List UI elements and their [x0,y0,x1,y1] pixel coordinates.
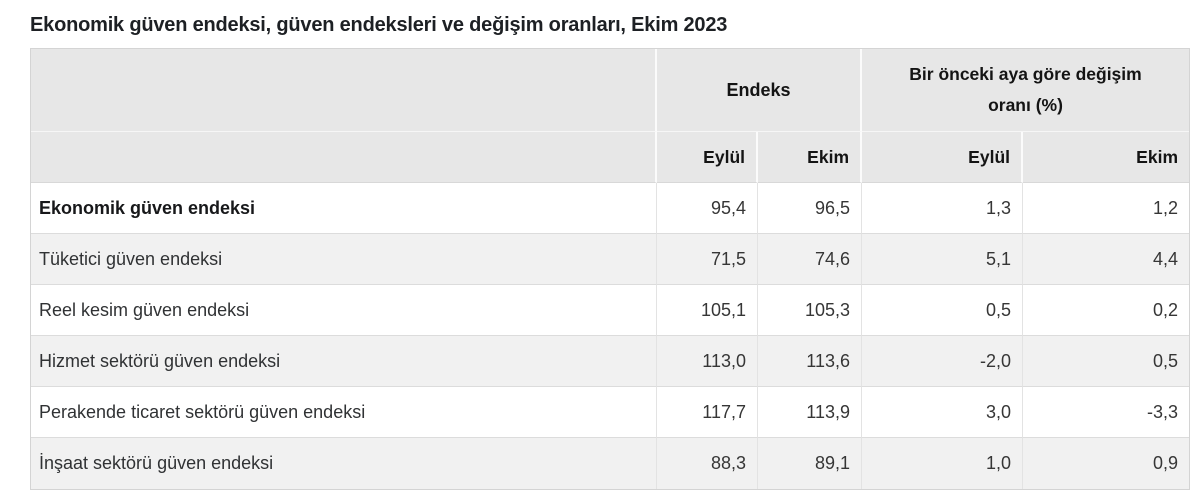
value-cell: 0,5 [862,285,1023,336]
value-cell: 0,2 [1023,285,1189,336]
value-cell: 4,4 [1023,234,1189,285]
value-cell: 5,1 [862,234,1023,285]
confidence-index-table: Endeks Bir önceki aya göre değişim oranı… [30,48,1190,490]
header-empty-cell [31,49,657,132]
header-group-change-rate: Bir önceki aya göre değişim oranı (%) [862,49,1189,132]
table-row: Reel kesim güven endeksi 105,1 105,3 0,5 0,2 [31,285,1189,336]
value-cell: 113,9 [758,387,862,438]
page: Ekonomik güven endeksi, güven endeksleri… [30,14,1190,490]
header-group-change-rate-label: Bir önceki aya göre değişim oranı (%) [909,64,1142,115]
value-cell: 105,1 [657,285,758,336]
table-row: Tüketici güven endeksi 71,5 74,6 5,1 4,4 [31,234,1189,285]
value-cell: 1,3 [862,183,1023,234]
value-cell: 95,4 [657,183,758,234]
table-row: Hizmet sektörü güven endeksi 113,0 113,6 -2… [31,336,1189,387]
header-change-ekim: Ekim [1023,132,1189,183]
table-row: İnşaat sektörü güven endeksi 88,3 89,1 1,0 0… [31,438,1189,489]
table-body: Ekonomik güven endeksi 95,4 96,5 1,3 1,2 Tüke… [31,183,1189,489]
row-label: Ekonomik güven endeksi [31,183,657,234]
header-group-endeks: Endeks [657,49,862,132]
header-change-eylul: Eylül [862,132,1023,183]
value-cell: 1,0 [862,438,1023,489]
value-cell: 3,0 [862,387,1023,438]
value-cell: 105,3 [758,285,862,336]
value-cell: 88,3 [657,438,758,489]
table-row: Perakende ticaret sektörü güven endeksi 1… [31,387,1189,438]
row-label: İnşaat sektörü güven endeksi [31,438,657,489]
value-cell: 89,1 [758,438,862,489]
row-label: Reel kesim güven endeksi [31,285,657,336]
table-row: Ekonomik güven endeksi 95,4 96,5 1,3 1,2 [31,183,1189,234]
row-label: Tüketici güven endeksi [31,234,657,285]
value-cell: 117,7 [657,387,758,438]
page-title: Ekonomik güven endeksi, güven endeksleri… [30,14,728,36]
value-cell: -3,3 [1023,387,1189,438]
header-row-months: Eylül Ekim Eylül Ekim [31,132,1189,183]
value-cell: 1,2 [1023,183,1189,234]
value-cell: 0,9 [1023,438,1189,489]
table-header: Endeks Bir önceki aya göre değişim oranı… [31,49,1189,183]
value-cell: 113,6 [758,336,862,387]
row-label: Perakende ticaret sektörü güven endeksi [31,387,657,438]
value-cell: 0,5 [1023,336,1189,387]
value-cell: 113,0 [657,336,758,387]
row-label: Hizmet sektörü güven endeksi [31,336,657,387]
value-cell: 74,6 [758,234,862,285]
value-cell: 71,5 [657,234,758,285]
value-cell: -2,0 [862,336,1023,387]
header-endeks-ekim: Ekim [758,132,862,183]
header-empty-cell [31,132,657,183]
header-endeks-eylul: Eylül [657,132,758,183]
value-cell: 96,5 [758,183,862,234]
header-row-groups: Endeks Bir önceki aya göre değişim oranı… [31,49,1189,132]
